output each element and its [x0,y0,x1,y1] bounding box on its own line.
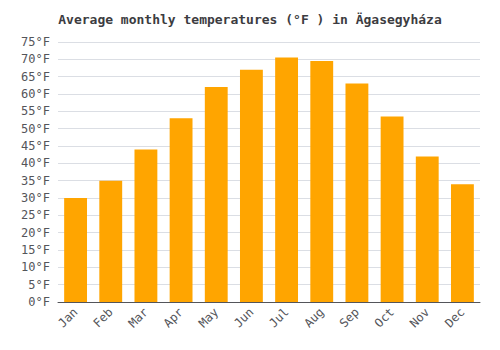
svg-text:Oct: Oct [372,305,397,330]
svg-text:Jul: Jul [266,305,291,330]
svg-text:0°F: 0°F [28,295,50,309]
svg-text:55°F: 55°F [21,104,50,118]
svg-text:Feb: Feb [90,305,115,330]
svg-text:Sep: Sep [337,305,362,330]
svg-text:25°F: 25°F [21,208,50,222]
svg-text:Average monthly temperatures (: Average monthly temperatures (°F ) in Äg… [58,12,442,27]
svg-text:10°F: 10°F [21,260,50,274]
svg-text:75°F: 75°F [21,35,50,49]
svg-text:30°F: 30°F [21,191,50,205]
svg-text:Nov: Nov [407,305,432,330]
svg-text:Mar: Mar [126,305,151,330]
svg-text:5°F: 5°F [28,278,50,292]
svg-text:40°F: 40°F [21,156,50,170]
svg-text:70°F: 70°F [21,52,50,66]
svg-text:Dec: Dec [442,305,467,330]
svg-text:60°F: 60°F [21,87,50,101]
svg-text:Jan: Jan [55,305,80,330]
svg-text:20°F: 20°F [21,226,50,240]
svg-text:Aug: Aug [301,305,326,330]
svg-text:50°F: 50°F [21,122,50,136]
svg-text:35°F: 35°F [21,174,50,188]
svg-text:Jun: Jun [231,305,256,330]
svg-text:15°F: 15°F [21,243,50,257]
svg-text:65°F: 65°F [21,70,50,84]
svg-text:May: May [196,305,221,330]
svg-text:Apr: Apr [161,305,186,330]
svg-text:45°F: 45°F [21,139,50,153]
